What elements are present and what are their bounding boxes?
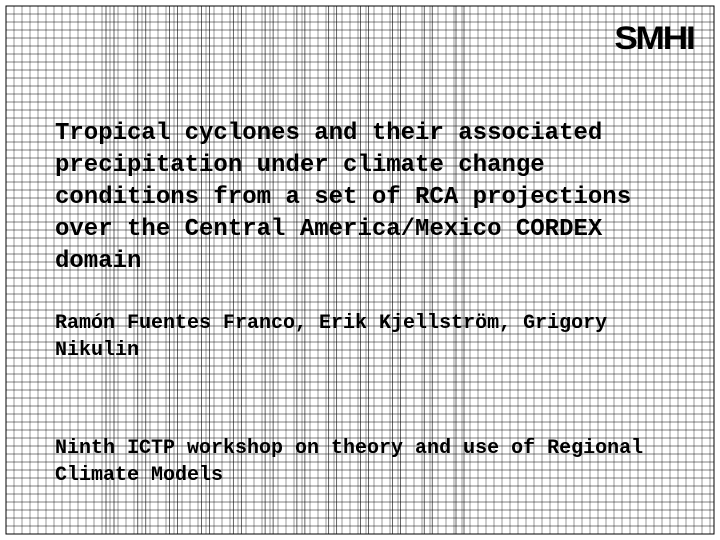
slide-content: SMHI Tropical cyclones and their associa… [0,0,720,540]
authors-line: Ramón Fuentes Franco, Erik Kjellström, G… [55,310,680,364]
smhi-logo: SMHI [614,20,693,57]
slide-title: Tropical cyclones and their associated p… [55,118,680,278]
event-line: Ninth ICTP workshop on theory and use of… [55,435,680,489]
